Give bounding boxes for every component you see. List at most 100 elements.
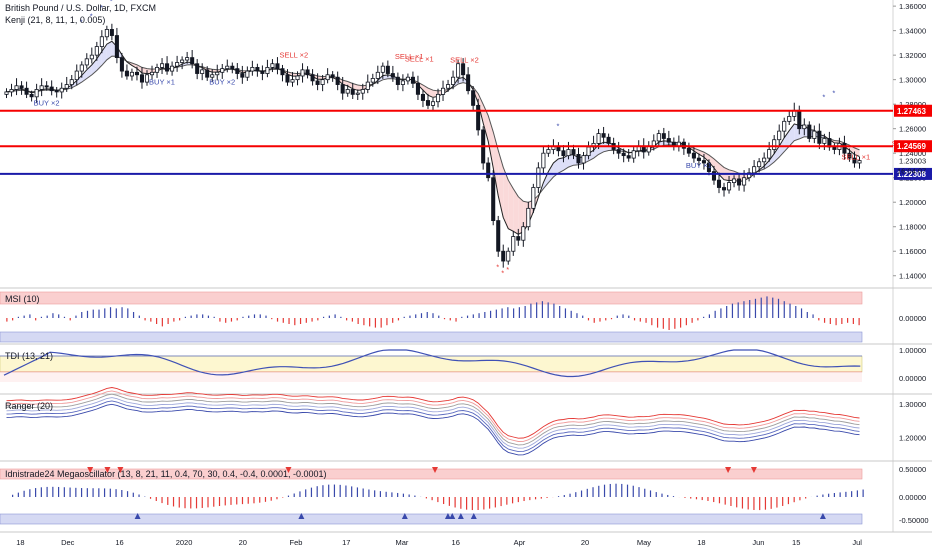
kenji-cloud-segment (558, 157, 564, 173)
candle-body (295, 75, 300, 81)
candle-body (19, 85, 24, 89)
tdi-tick-label: 1.00000 (899, 346, 926, 355)
megaoscillator-label: Idnistrade24 Megaoscillator (13, 8, 21, … (5, 469, 327, 479)
candle-body (626, 155, 631, 159)
ranger-band-line (6, 397, 860, 449)
candle-body (430, 101, 436, 106)
ranger-band-line (6, 387, 860, 439)
time-axis[interactable]: 18 Dec 16 2020 20 Feb 17 Mar 16 Apr 20 May 18 Jun 15 Ju… (16, 538, 862, 547)
candle-body (325, 74, 330, 81)
candle-body (160, 63, 165, 68)
candle-body (54, 90, 59, 93)
candle-body (852, 157, 857, 164)
mega-sell-arrow (750, 467, 757, 473)
candle-body (225, 65, 230, 70)
candle-body (39, 85, 44, 90)
candle-body (777, 130, 782, 141)
candle-body (355, 92, 360, 95)
time-tick-label: Jun (752, 538, 764, 547)
time-tick-label: 18 (16, 538, 24, 547)
candle-body (822, 138, 827, 144)
candle-body (807, 124, 812, 139)
mega-buy-arrow (401, 513, 408, 519)
kenji-cloud-segment (568, 154, 574, 168)
time-tick-label: 20 (239, 538, 247, 547)
sell-signal-label: SELL ×1 (395, 52, 424, 61)
price-tick-label: 1.36000 (899, 2, 926, 11)
candle-body (832, 146, 837, 150)
tdi-line (3, 349, 861, 378)
candle-body (471, 90, 476, 106)
star-marker: * (90, 11, 93, 20)
candle-body (661, 133, 666, 139)
candle-body (370, 78, 375, 83)
candle-body (124, 70, 129, 77)
candle-body (4, 91, 9, 95)
candle-body (109, 29, 114, 36)
msi-panel[interactable]: 0.00000 (0, 291, 926, 343)
candle-body (245, 70, 250, 78)
time-tick-label: Dec (61, 538, 75, 547)
candle-body (59, 87, 64, 93)
sell-signal-label: SELL ×2 (450, 56, 479, 65)
kenji-cloud-segment (478, 93, 484, 124)
candle-body (711, 171, 717, 181)
tdi-panel[interactable]: 1.00000 0.00000 (0, 346, 926, 383)
candle-body (631, 150, 636, 159)
candle-body (666, 138, 671, 143)
mega-tick-label: -0.50000 (899, 516, 929, 525)
candle-body (511, 236, 516, 252)
candle-body (365, 81, 370, 90)
price-axis[interactable]: 1.36000 1.34000 1.32000 1.30000 1.28000 1.260… (893, 2, 932, 281)
countdown-label: 16:04:07 (897, 167, 926, 176)
time-tick-label: 2020 (176, 538, 193, 547)
candle-body (566, 149, 571, 157)
tdi-middle-band (0, 355, 863, 373)
mega-sell-arrow (285, 467, 292, 473)
time-tick-label: 17 (342, 538, 350, 547)
candle-body (14, 85, 19, 90)
candle-body (114, 35, 119, 58)
candle-body (285, 74, 290, 83)
candle-body (134, 71, 139, 76)
buy-signal-label: BUY ×1 (149, 78, 175, 87)
candle-body (737, 178, 742, 186)
msi-upper-band (0, 291, 863, 305)
candle-body (44, 85, 49, 88)
candle-body (400, 80, 405, 85)
level-price-tag (894, 140, 932, 153)
kenji-cloud-segment (427, 88, 433, 98)
candle-body (691, 152, 696, 159)
megaoscillator-panel[interactable]: 0.50000 0.00000 -0.50000 (0, 465, 929, 525)
level-price-label: 1.22308 (897, 170, 926, 179)
price-tick-label: 1.28000 (899, 100, 926, 109)
ranger-tick-label: 1.30000 (899, 400, 926, 409)
kenji-cloud-segment (493, 131, 499, 196)
star-marker: * (506, 265, 509, 274)
mega-buy-arrow (819, 513, 826, 519)
candle-body (706, 162, 711, 172)
mega-buy-arrow (444, 513, 451, 519)
candle-body (752, 166, 757, 174)
kenji-cloud-segment (357, 84, 363, 91)
star-marker: * (822, 92, 825, 101)
candle-body (772, 139, 777, 150)
ranger-panel[interactable]: 1.30000 1.20000 (6, 387, 927, 456)
candle-body (265, 67, 270, 74)
candle-body (601, 133, 606, 138)
price-tick-label: 1.16000 (899, 247, 926, 256)
kenji-cloud-segment (352, 83, 358, 91)
candle-body (531, 187, 536, 209)
kenji-cloud-segment (86, 64, 92, 79)
time-tick-label: 18 (697, 538, 705, 547)
mega-sell-arrow (725, 467, 732, 473)
time-tick-label: Jul (852, 538, 862, 547)
time-tick-label: May (637, 538, 651, 547)
symbol-title: British Pound / U.S. Dollar, 1D, FXCM (5, 3, 156, 13)
candle-body (390, 73, 395, 78)
candle-body (320, 79, 325, 85)
candle-body (797, 109, 802, 130)
